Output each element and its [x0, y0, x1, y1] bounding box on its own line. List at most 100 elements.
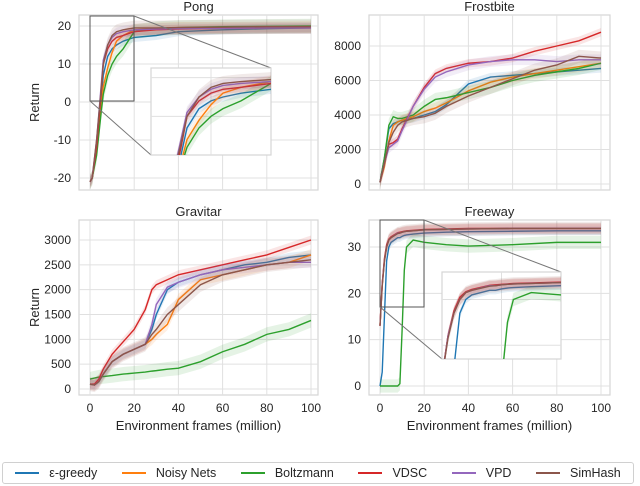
series-line-simhash: [177, 78, 271, 155]
series-band-3: [380, 28, 601, 187]
legend-label: VDSC: [392, 466, 428, 480]
series-band-0: [90, 250, 311, 390]
y-tick-label: 0: [64, 95, 71, 109]
y-tick-label: -20: [54, 171, 72, 185]
subplot-pong: -20 -10 0 10 20 Pong Return: [27, 0, 319, 191]
series-band-4: [443, 277, 561, 359]
inset-plot: [150, 67, 272, 156]
y-tick-label: 3000: [44, 233, 71, 247]
series-line--greedy: [180, 88, 271, 155]
series-line-vdsc: [90, 239, 312, 385]
y-tick-label: 500: [51, 357, 71, 371]
x-tick-label: 20: [128, 401, 142, 415]
series-band-3: [90, 235, 311, 389]
subplot-frostbite: 0 2000 4000 6000 8000 Frostbite: [334, 0, 611, 191]
series-band-0: [454, 281, 561, 359]
legend-item-noisy-nets: Noisy Nets: [121, 466, 217, 480]
series-band-2: [503, 286, 561, 359]
x-axis-label: Environment frames (million): [116, 418, 281, 433]
x-tick-label: 100: [301, 401, 321, 415]
series-line--greedy: [454, 285, 561, 359]
y-tick-label: 4000: [334, 108, 361, 122]
legend-item-simhash: SimHash: [536, 466, 621, 480]
x-tick-label: 100: [591, 401, 611, 415]
series-line-vpd: [176, 80, 271, 155]
x-tick-label: 40: [172, 401, 186, 415]
series-line-simhash: [379, 227, 601, 326]
series-line-vpd: [379, 59, 601, 183]
series-line-vdsc: [178, 82, 271, 155]
series-band-0: [179, 84, 271, 155]
legend-swatch: [451, 472, 476, 474]
zoom-region-box: [379, 219, 425, 308]
legend-swatch: [240, 472, 265, 474]
zoom-connector-line: [423, 219, 562, 273]
chart-figure: -20-1001020PongReturn02000400060008000Fr…: [27, 0, 612, 433]
y-tick-label: 20: [58, 19, 72, 33]
legend-swatch: [121, 472, 146, 474]
series-band-3: [380, 224, 601, 330]
x-tick-label: 20: [418, 401, 432, 415]
legend-label: Noisy Nets: [155, 466, 217, 480]
series-line-noisy-nets: [379, 62, 602, 183]
inset-plot: [441, 271, 562, 360]
subplot-freeway: 0 20 40 60 80 100 0 10 20 30 Freeway Environment fr…: [348, 204, 612, 433]
series-band-5: [176, 72, 271, 155]
series-band-1: [380, 57, 601, 188]
y-tick-label: -10: [54, 133, 72, 147]
y-tick-label: 0: [64, 382, 71, 396]
legend-label: VPD: [485, 466, 512, 480]
series-band-5: [90, 252, 311, 393]
series-line-simhash: [89, 259, 312, 386]
series-band-3: [90, 23, 311, 187]
series-band-2: [380, 56, 601, 189]
y-tick-label: 2000: [334, 143, 361, 157]
series-line-simhash: [444, 281, 561, 359]
legend-swatch: [15, 472, 40, 474]
y-tick-label: 1500: [44, 308, 71, 322]
series-band-1: [443, 277, 561, 359]
plot-frame: [368, 14, 611, 191]
y-tick-label: 0: [354, 177, 361, 191]
legend-swatch: [536, 472, 560, 474]
legend-item-epsilon-greedy: ε-greedy: [15, 466, 97, 480]
y-tick-label: 30: [348, 240, 362, 254]
y-tick-label: 20: [348, 286, 362, 300]
legend-label: ε-greedy: [49, 466, 98, 480]
series-line-vdsc: [379, 31, 602, 183]
plot-frame: [78, 219, 319, 396]
series-band-5: [380, 49, 601, 189]
legend-item-vpd: VPD: [451, 466, 512, 480]
y-tick-label: 6000: [334, 74, 361, 88]
series-line-noisy-nets: [182, 80, 271, 155]
legend-item-boltzmann: Boltzmann: [240, 466, 334, 480]
legend-item-vdsc: VDSC: [358, 466, 427, 480]
x-axis-label: Environment frames (million): [407, 418, 572, 433]
zoom-region-box: [89, 15, 135, 102]
y-tick-label: 2000: [44, 283, 71, 297]
zoom-connector-line: [89, 100, 152, 156]
legend-swatch: [358, 472, 383, 474]
series-line-boltzmann: [503, 291, 561, 359]
x-tick-label: 40: [462, 401, 476, 415]
series-line-simhash: [379, 55, 602, 183]
y-tick-label: 1000: [44, 332, 71, 346]
zoom-connector-line: [133, 15, 272, 69]
series-band-3: [178, 78, 271, 155]
y-tick-label: 2500: [44, 258, 71, 272]
series-band-5: [443, 275, 561, 359]
series-line-boltzmann: [183, 82, 271, 155]
subplot-title: Frostbite: [464, 0, 515, 14]
y-tick-label: 0: [354, 379, 361, 393]
series-line-boltzmann: [379, 62, 602, 183]
series-line-simhash: [89, 26, 311, 183]
legend-label: Boltzmann: [274, 466, 334, 480]
x-tick-label: 60: [216, 401, 230, 415]
y-tick-label: 10: [348, 333, 362, 347]
subplot-title: Freeway: [465, 204, 515, 219]
zoom-connector-line: [379, 306, 443, 360]
y-axis-label: Return: [27, 288, 42, 327]
y-tick-label: 8000: [334, 39, 361, 53]
series-band-3: [444, 277, 561, 359]
